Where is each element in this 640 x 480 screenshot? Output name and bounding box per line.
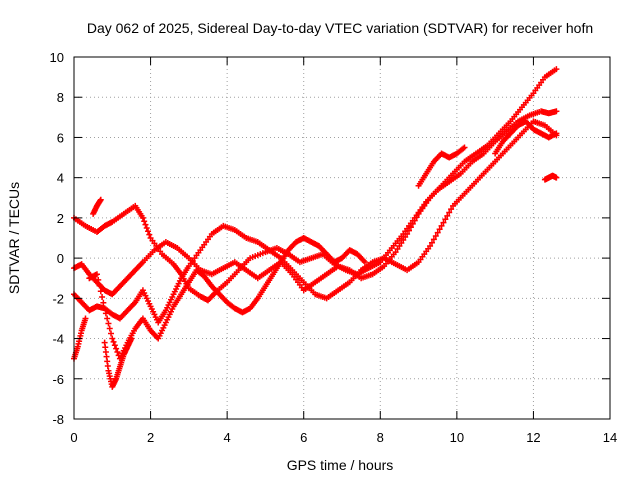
data-point: [114, 348, 121, 355]
data-point: [111, 342, 118, 349]
data-point: [392, 249, 399, 256]
data-point: [361, 259, 368, 266]
series-track-2: [71, 66, 560, 298]
x-tick-label: 0: [70, 430, 77, 445]
data-point: [99, 293, 106, 300]
x-axis-label: GPS time / hours: [287, 457, 394, 473]
data-point: [101, 305, 108, 312]
data-point: [427, 243, 434, 250]
data-point: [100, 299, 107, 306]
y-tick-label: -6: [52, 372, 64, 387]
data-point: [446, 209, 453, 216]
x-tick-label: 6: [300, 430, 307, 445]
data-point: [553, 66, 560, 73]
series-track-4: [86, 235, 368, 362]
data-point: [434, 229, 441, 236]
data-point: [409, 220, 416, 227]
data-point: [398, 240, 405, 247]
data-point: [394, 246, 401, 253]
y-tick-label: 8: [57, 90, 64, 105]
data-point: [97, 196, 104, 203]
data-point: [104, 315, 111, 322]
data-point: [413, 214, 420, 221]
data-point: [436, 226, 443, 233]
y-tick-label: -4: [52, 332, 64, 347]
y-tick-label: 6: [57, 130, 64, 145]
data-point: [406, 227, 412, 234]
data-point: [428, 239, 435, 246]
data-point: [444, 212, 451, 219]
data-point: [407, 224, 414, 231]
data-point: [102, 310, 109, 317]
data-point: [97, 288, 104, 295]
x-tick-label: 2: [147, 430, 154, 445]
data-point: [142, 221, 149, 228]
x-tick-label: 10: [450, 430, 464, 445]
data-point: [96, 282, 103, 289]
data-point: [461, 144, 468, 151]
data-point: [400, 237, 407, 244]
data-point: [430, 236, 437, 243]
data-point: [402, 233, 409, 240]
data-point: [141, 218, 148, 225]
data-point: [143, 224, 150, 231]
x-tick-label: 12: [526, 430, 540, 445]
series-track-10: [492, 118, 560, 157]
data-point: [432, 232, 439, 239]
y-tick-label: 0: [57, 251, 64, 266]
data-point: [105, 320, 112, 327]
axis-ticks: 0 2 4 6 8 10 12 14 -8 -6 -4 -2 0 2 4 6 8 10: [50, 50, 618, 445]
data-point: [553, 130, 560, 137]
data-point: [442, 216, 449, 223]
data-point: [440, 219, 447, 226]
data-point: [553, 174, 560, 181]
data-point: [396, 243, 403, 250]
x-tick-label: 4: [224, 430, 231, 445]
data-point: [139, 214, 146, 221]
data-point: [404, 230, 411, 237]
data-point: [95, 276, 102, 283]
data-point: [113, 345, 120, 352]
data-point: [553, 108, 560, 115]
grid: [74, 57, 610, 419]
series-track-9: [415, 144, 468, 189]
data-point: [110, 338, 117, 345]
data-points: [71, 66, 560, 390]
x-tick-label: 8: [377, 430, 384, 445]
data-point: [411, 217, 418, 224]
y-tick-label: 2: [57, 211, 64, 226]
y-tick-label: 10: [50, 50, 64, 65]
series-track-8: [541, 172, 560, 183]
data-point: [128, 335, 135, 342]
y-tick-label: -2: [52, 291, 64, 306]
data-point: [108, 330, 115, 337]
chart-title: Day 062 of 2025, Sidereal Day-to-day VTE…: [87, 20, 593, 36]
y-tick-label: 4: [57, 171, 64, 186]
data-point: [145, 228, 152, 235]
series-track-7: [90, 196, 104, 217]
y-tick-label: -8: [52, 412, 64, 427]
data-point: [146, 231, 153, 238]
series-track-3: [71, 118, 560, 326]
data-point: [109, 335, 116, 342]
series-track-5: [101, 335, 135, 390]
data-point: [106, 325, 113, 332]
y-axis-label: SDTVAR / TECUs: [6, 182, 22, 294]
data-point: [448, 206, 455, 213]
data-point: [438, 222, 445, 229]
data-point: [82, 315, 89, 322]
data-point: [93, 271, 100, 278]
x-tick-label: 14: [603, 430, 617, 445]
plot-frame: [73, 56, 611, 420]
